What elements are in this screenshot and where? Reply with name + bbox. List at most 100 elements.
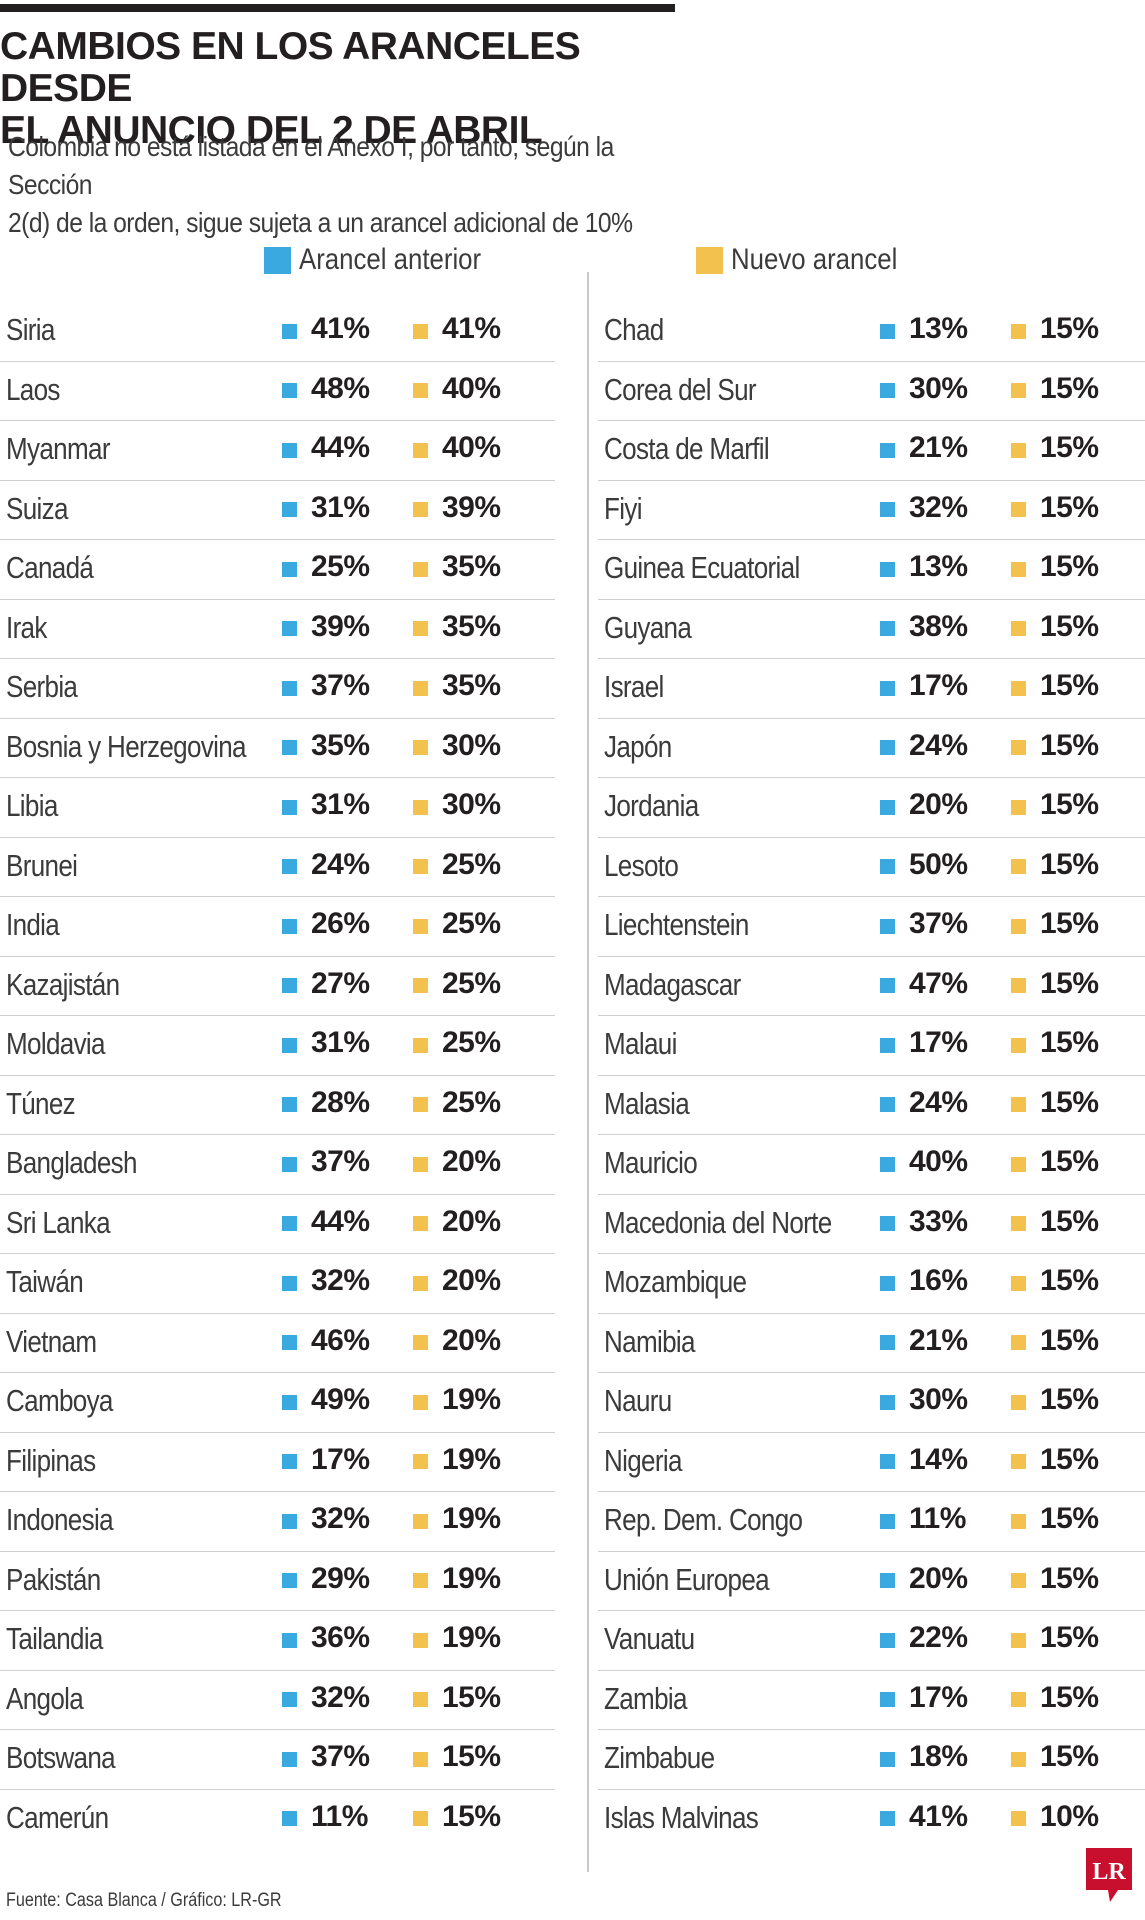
- new-tariff-marker: [413, 1394, 428, 1410]
- legend-previous: Arancel anterior: [264, 240, 511, 280]
- new-tariff-marker: [413, 1454, 428, 1469]
- previous-tariff-value: 37%: [909, 907, 968, 940]
- new-tariff-value: 35%: [442, 550, 501, 583]
- previous-tariff: 36%: [282, 1621, 370, 1655]
- table-row: Brunei 24% 25%: [0, 838, 555, 897]
- previous-tariff-marker: [282, 978, 297, 993]
- country-name: Túnez: [6, 1085, 76, 1121]
- previous-tariff-marker: [880, 918, 895, 934]
- new-tariff: 15%: [1011, 967, 1099, 1001]
- new-tariff-value: 15%: [1040, 1204, 1099, 1238]
- previous-tariff-marker: [282, 1394, 297, 1410]
- previous-tariff-value: 13%: [909, 312, 968, 345]
- previous-tariff-marker: [282, 1275, 297, 1291]
- previous-tariff: 49%: [282, 1383, 370, 1417]
- previous-tariff-marker: [282, 1454, 297, 1469]
- new-tariff: 19%: [413, 1502, 501, 1536]
- previous-tariff-value: 44%: [311, 431, 370, 464]
- previous-tariff-value: 17%: [909, 1026, 968, 1059]
- previous-tariff: 18%: [880, 1740, 968, 1774]
- new-tariff: 25%: [413, 848, 501, 882]
- previous-tariff-marker: [282, 1632, 297, 1648]
- previous-tariff-marker: [880, 502, 895, 517]
- table-row: Mozambique 16% 15%: [598, 1254, 1145, 1314]
- new-tariff-value: 15%: [442, 1680, 501, 1714]
- previous-tariff-marker: [282, 1097, 297, 1112]
- previous-tariff: 39%: [282, 610, 370, 644]
- new-tariff-value: 25%: [442, 847, 501, 881]
- previous-tariff-marker: [282, 323, 297, 339]
- new-tariff: 19%: [413, 1443, 501, 1477]
- table-row: Macedonia del Norte 33% 15%: [598, 1195, 1145, 1254]
- table-row: Unión Europea 20% 15%: [598, 1552, 1145, 1611]
- table-row: Camerún 11% 15%: [0, 1790, 555, 1850]
- previous-tariff-value: 44%: [311, 1204, 370, 1238]
- table-row: Madagascar 47% 15%: [598, 957, 1145, 1016]
- new-tariff-value: 25%: [442, 907, 501, 940]
- table-row: Botswana 37% 15%: [0, 1730, 555, 1790]
- previous-tariff-value: 17%: [909, 1680, 968, 1714]
- new-tariff-value: 15%: [1040, 1561, 1099, 1595]
- new-tariff-marker: [1011, 383, 1026, 398]
- new-tariff: 35%: [413, 550, 501, 584]
- table-row: Japón 24% 15%: [598, 719, 1145, 778]
- previous-tariff-marker: [880, 561, 895, 577]
- country-name: Kazajistán: [6, 966, 120, 1002]
- new-tariff-value: 15%: [1040, 1680, 1099, 1714]
- country-name: Costa de Marfil: [604, 431, 770, 466]
- country-name: Malaui: [604, 1026, 677, 1061]
- table-row: Bangladesh 37% 20%: [0, 1135, 555, 1195]
- previous-tariff-marker: [880, 1751, 895, 1767]
- new-tariff: 15%: [1011, 848, 1099, 882]
- new-tariff-marker: [1011, 1751, 1026, 1767]
- new-tariff: 15%: [1011, 431, 1099, 465]
- new-tariff-marker: [413, 1513, 428, 1529]
- new-tariff-marker: [1011, 1156, 1026, 1172]
- new-tariff: 15%: [413, 1740, 501, 1774]
- new-tariff: 15%: [1011, 610, 1099, 644]
- previous-tariff-value: 32%: [311, 1680, 370, 1714]
- new-tariff: 15%: [1011, 1443, 1099, 1477]
- new-tariff-marker: [413, 621, 428, 636]
- new-tariff: 35%: [413, 610, 501, 644]
- previous-tariff-marker: [880, 1573, 895, 1588]
- new-tariff-marker: [1011, 1632, 1026, 1648]
- new-tariff-marker: [413, 1216, 428, 1231]
- previous-tariff-value: 22%: [909, 1621, 968, 1654]
- new-tariff-value: 15%: [1040, 431, 1099, 464]
- previous-tariff: 48%: [282, 372, 370, 406]
- previous-tariff-value: 20%: [909, 1561, 968, 1595]
- previous-tariff: 35%: [282, 729, 370, 763]
- country-name: Myanmar: [6, 431, 110, 466]
- previous-tariff: 13%: [880, 550, 968, 584]
- country-name: Libia: [6, 788, 58, 823]
- previous-tariff-value: 41%: [311, 312, 370, 345]
- new-tariff-marker: [1011, 1513, 1026, 1529]
- previous-tariff-marker: [880, 680, 895, 696]
- previous-tariff: 21%: [880, 1324, 968, 1358]
- table-row: Vietnam 46% 20%: [0, 1314, 555, 1373]
- new-tariff-value: 25%: [442, 966, 501, 1000]
- previous-tariff-value: 26%: [311, 907, 370, 940]
- previous-tariff: 20%: [880, 788, 968, 822]
- country-name: Corea del Sur: [604, 371, 757, 407]
- previous-tariff: 31%: [282, 788, 370, 822]
- new-tariff: 15%: [1011, 1502, 1099, 1536]
- legend-previous-swatch: [264, 246, 291, 274]
- new-tariff: 15%: [1011, 669, 1099, 703]
- new-tariff-marker: [413, 740, 428, 755]
- table-row: Angola 32% 15%: [0, 1671, 555, 1730]
- table-row: Nigeria 14% 15%: [598, 1433, 1145, 1492]
- new-tariff: 19%: [413, 1383, 501, 1417]
- new-tariff: 20%: [413, 1145, 501, 1179]
- previous-tariff: 32%: [282, 1502, 370, 1536]
- subtitle-line-1: Colombia no está listada en el Anexo I, …: [8, 131, 614, 200]
- previous-tariff-marker: [282, 859, 297, 874]
- previous-tariff: 31%: [282, 1026, 370, 1060]
- new-tariff-value: 15%: [1040, 490, 1099, 524]
- tariff-table-right: Chad 13% 15% Corea del Sur 30% 15% Costa de Ma…: [598, 302, 1145, 1849]
- previous-tariff-value: 30%: [909, 371, 968, 405]
- new-tariff-value: 15%: [1040, 847, 1099, 881]
- previous-tariff: 37%: [282, 1145, 370, 1179]
- new-tariff: 15%: [413, 1681, 501, 1715]
